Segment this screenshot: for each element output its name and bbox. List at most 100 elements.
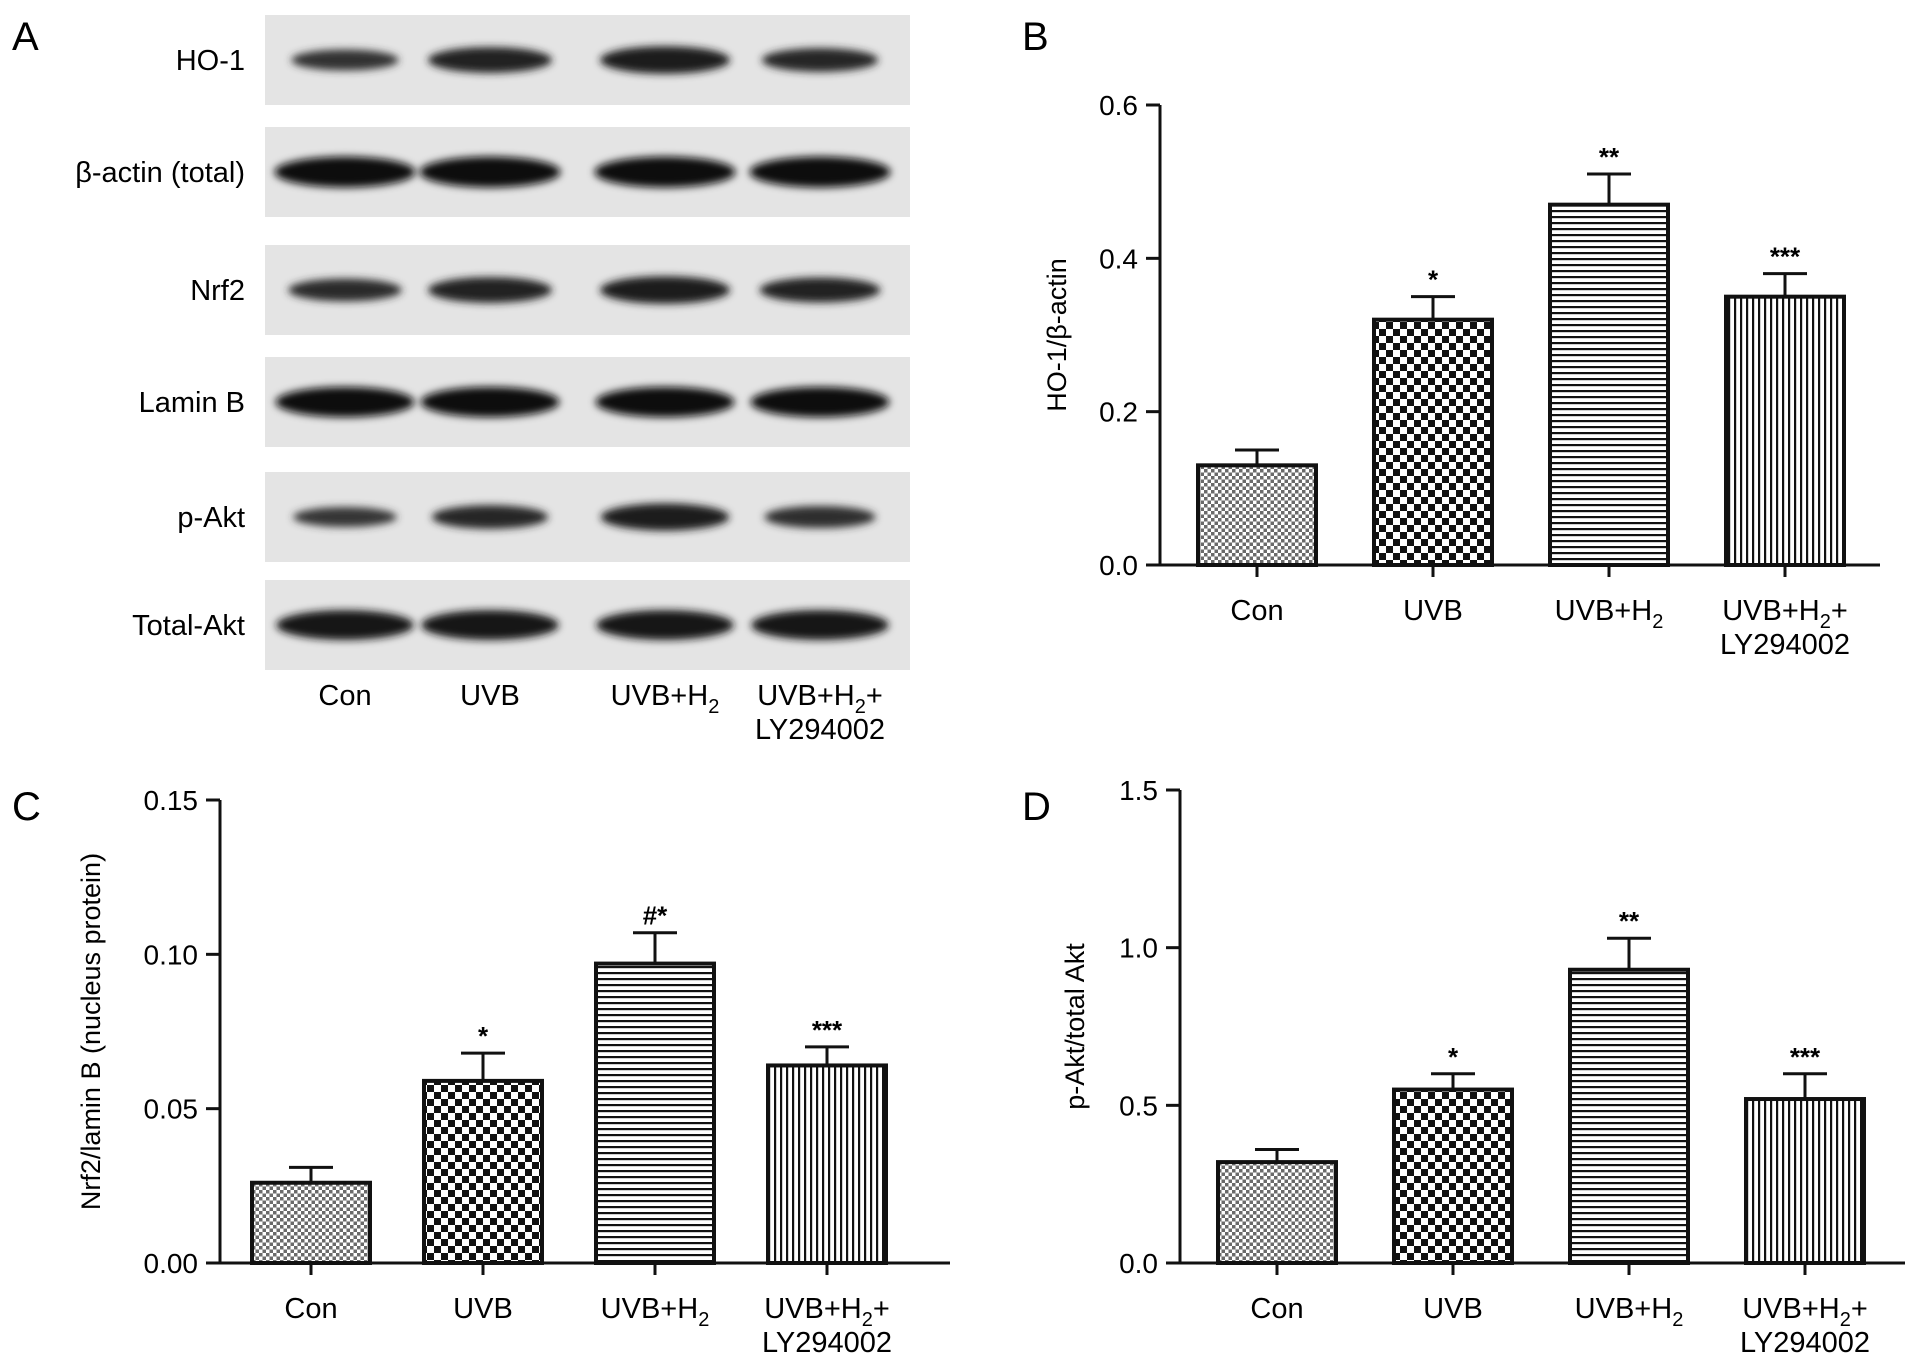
category-label: UVB [1423,1293,1483,1325]
category-label-text: UVB+H [1575,1293,1673,1325]
lane-label-uvb-text: UVB [460,680,520,712]
lane-label-uvb-h2: UVB+H2 [611,680,720,718]
category-label: UVB+H2+ [1722,595,1848,633]
blot-row-total-akt: Total-Akt [132,580,910,670]
category-label-subscript: 2 [1652,611,1663,633]
bar-group-uvb-h2-ly294002: *** UVB+H2+LY294002 [1740,1042,1870,1359]
significance-label: *** [812,1015,843,1045]
category-label: UVB [453,1293,513,1325]
category-label-tail: + [1831,595,1848,627]
bar [1392,1087,1514,1265]
bar-group-uvb: * UVB [1392,1042,1514,1325]
category-label: Con [1230,595,1283,627]
category-label-subscript: 2 [1672,1309,1683,1331]
bar [1568,967,1690,1265]
bar-group-uvb-h2-ly294002: *** UVB+H2+LY294002 [1720,242,1850,661]
category-label-text: Con [1230,595,1283,627]
bar-group-uvb: * UVB [422,1021,544,1325]
category-label: UVB+H2 [1575,1293,1684,1331]
category-label-text: UVB [453,1293,513,1325]
y-tick-label: 0.2 [1099,397,1138,428]
category-label-text: UVB+H [1555,595,1653,627]
blot-band [749,156,891,188]
category-label-line2: LY294002 [1740,1327,1870,1359]
significance-label: #* [643,901,668,931]
bar [766,1063,888,1266]
bar-group-uvb-h2: ** UVB+H2 [1548,142,1670,633]
y-tick-label: 0.6 [1099,90,1138,121]
bar-group-con: Con [1216,1147,1338,1325]
category-label-text: UVB+H [764,1293,862,1325]
y-tick-label: 0.15 [144,785,199,816]
bar [1216,1160,1338,1266]
blot-row-label: Nrf2 [190,275,245,307]
bar [422,1078,544,1266]
blot-band [420,386,560,418]
category-label-subscript: 2 [698,1309,709,1331]
significance-label: * [478,1021,489,1051]
western-blot: HO-1 β-actin (total) Nrf2 Lamin B p-Akt Total… [75,15,910,746]
blot-band [291,49,399,71]
blot-row-nrf2: Nrf2 [190,245,910,335]
category-label: UVB+H2 [1555,595,1664,633]
y-tick-label: 0.10 [144,939,199,970]
blot-row-ho-1: HO-1 [176,15,910,105]
lane-label-uvb-h2-line2: LY294002 [755,714,885,746]
blot-band [428,47,552,73]
blot-row-label: β-actin (total) [75,157,245,189]
significance-label: ** [1619,906,1640,936]
lane-label-con-text: Con [318,680,371,712]
blot-band [600,503,730,531]
y-tick-label: 1.0 [1119,933,1158,964]
chart-pakt: 0.0 0.5 1.0 1.5 p-Akt/total Akt Con * UVB ** UVB+… [1060,775,1905,1359]
blot-band [428,277,552,303]
lane-label-uvb-h2-text: UVB+H [611,680,709,712]
category-label-subscript: 2 [1820,611,1831,633]
blot-band [419,156,561,188]
category-label-tail: + [1851,1293,1868,1325]
significance-label: ** [1599,142,1620,172]
bar-group-uvb-h2-ly294002: *** UVB+H2+LY294002 [762,1015,892,1359]
chart-nrf2: 0.00 0.05 0.10 0.15 Nrf2/lamin B (nucleus pr… [76,785,950,1359]
y-axis-title: Nrf2/lamin B (nucleus protein) [76,853,106,1210]
y-axis-title: p-Akt/total Akt [1060,943,1090,1110]
blot-band [596,610,734,640]
significance-label: * [1448,1042,1459,1072]
category-label: UVB [1403,595,1463,627]
blot-band [275,386,415,418]
category-label: UVB+H2 [601,1293,710,1331]
bar [594,961,716,1265]
blot-row-p-akt: p-Akt [177,472,910,562]
panel-letter-c: C [12,785,41,829]
blot-band [759,277,881,303]
blot-band [750,386,890,418]
significance-label: *** [1770,242,1801,272]
category-label-text: Con [284,1293,337,1325]
bar [1744,1097,1866,1265]
y-tick-label: 0.5 [1119,1090,1158,1121]
blot-row-lamin-b: Lamin B [139,357,910,447]
category-label-text: UVB+H [1742,1293,1840,1325]
y-tick-label: 0.0 [1119,1248,1158,1279]
bar-group-uvb-h2: ** UVB+H2 [1568,906,1690,1331]
lane-label-uvb-h2-subscript: 2 [708,696,719,718]
lane-label-uvb: UVB [460,680,520,712]
blot-band [594,156,736,188]
panel-letter-a: A [12,15,39,59]
lane-label-uvb-h2-tail: + [866,680,883,712]
chart-ho1: 0.00.20.40.6HO-1/β-actinCon*UVB**UVB+H2*… [1042,90,1880,661]
blot-band [595,386,735,418]
lane-label-uvb-h2-text: UVB+H [757,680,855,712]
y-tick-label: 0.4 [1099,243,1138,274]
bar-group-uvb: * UVB [1372,265,1494,627]
category-label-text: UVB [1423,1293,1483,1325]
bar [1372,317,1494,567]
y-tick-label: 0.00 [144,1248,199,1279]
lane-label-uvb-h2: UVB+H2+ [757,680,883,718]
bar [250,1180,372,1266]
blot-band [293,507,397,527]
category-label-line2: LY294002 [762,1327,892,1359]
category-label-tail: + [873,1293,890,1325]
category-label: UVB+H2+ [764,1293,890,1331]
blot-row-actin-total: β-actin (total) [75,127,910,217]
